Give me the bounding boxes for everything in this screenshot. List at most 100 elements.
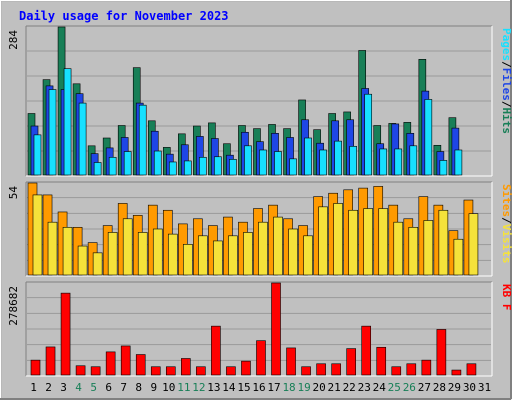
bar-kb-f-day-10: [165, 366, 176, 376]
y-max-tick-label: 278682: [7, 286, 20, 326]
bar-kb-f-day-4: [75, 365, 86, 376]
bar-kb-f-day-8: [135, 354, 146, 376]
bar-sites-day-20: [318, 206, 328, 276]
bar-pages-day-20: [319, 149, 327, 176]
bar-sites-day-25: [393, 221, 404, 276]
bar-sites-day-1: [32, 194, 43, 276]
bar-kb-f-day-22: [346, 348, 356, 376]
bar-pages-day-1: [33, 134, 42, 176]
bar-kb-f-day-7: [120, 345, 131, 376]
bar-sites-day-26: [408, 226, 419, 276]
day-label-20: 20: [313, 381, 326, 394]
bar-pages-day-2: [48, 89, 57, 176]
bar-kb-f-day-11: [181, 358, 191, 376]
bar-pages-day-8: [138, 104, 147, 176]
bar-sites-day-21: [333, 203, 343, 276]
series-label-sites: Sites: [500, 184, 512, 217]
bar-sites-day-12: [198, 235, 208, 276]
bar-kb-f-day-28: [436, 329, 447, 376]
bar-pages-day-10: [168, 161, 177, 176]
day-label-25: 25: [388, 381, 401, 394]
bar-pages-day-27: [424, 99, 433, 176]
day-label-26: 26: [403, 381, 416, 394]
bar-sites-day-6: [107, 232, 118, 276]
bar-kb-f-day-6: [105, 351, 116, 376]
bar-sites-day-2: [47, 221, 58, 276]
day-label-23: 23: [358, 381, 371, 394]
bar-pages-day-17: [274, 151, 282, 176]
series-label-visits: Visits: [500, 224, 512, 264]
bar-sites-day-23: [363, 208, 374, 276]
y-max-tick-label: 284: [7, 30, 20, 50]
bar-sites-day-9: [152, 228, 163, 276]
bar-kb-f-day-5: [90, 366, 101, 376]
day-label-29: 29: [448, 381, 461, 394]
bar-kb-f-day-25: [391, 366, 402, 376]
bar-sites-day-19: [303, 235, 313, 276]
day-axis: 1 2 3 4 5 6 7 8 9 10 11 12 13 14 15 16 17 18 19 20 21 22 23 24 2…: [30, 381, 491, 394]
bar-sites-day-8: [137, 232, 148, 276]
bar-pages-day-21: [334, 140, 342, 176]
day-label-30: 30: [463, 381, 476, 394]
bar-pages-day-23: [364, 93, 373, 176]
day-label-1: 1: [30, 381, 37, 394]
bar-sites-day-15: [243, 232, 253, 276]
bar-kb-f-day-23: [361, 325, 372, 376]
day-label-4: 4: [75, 381, 82, 394]
series-label-files: Files: [500, 68, 512, 101]
bar-pages-day-14: [229, 159, 237, 176]
bar-sites-day-14: [228, 235, 238, 276]
series-axis-label: Pages/Files/Hits: [500, 28, 512, 134]
bar-kb-f-day-1: [30, 359, 41, 376]
bar-pages-day-19: [304, 137, 312, 176]
bar-sites-day-4: [77, 245, 88, 276]
sites-visits-panel: 54 Sites/Visits: [7, 181, 512, 277]
bar-kb-f-day-29: [451, 369, 462, 376]
day-label-9: 9: [150, 381, 157, 394]
day-label-2: 2: [45, 381, 52, 394]
bar-kb-f-day-16: [256, 340, 266, 376]
series-label-slash: /: [500, 217, 512, 224]
bar-pages-day-3: [63, 68, 72, 176]
bar-kb-f-day-19: [301, 366, 311, 376]
bar-sites-day-11: [183, 244, 193, 276]
day-label-3: 3: [60, 381, 67, 394]
bar-pages-day-25: [394, 148, 403, 176]
series-label-slash: /: [500, 61, 512, 68]
day-label-22: 22: [343, 381, 356, 394]
kbf-panel: 278682 KB F: [7, 281, 512, 377]
day-label-11: 11: [177, 381, 190, 394]
bar-sites-day-24: [378, 208, 389, 276]
bar-pages-day-28: [439, 160, 448, 176]
bar-kb-f-day-3: [60, 292, 71, 376]
bar-kb-f-day-20: [316, 363, 326, 376]
bar-sites-day-16: [258, 221, 268, 276]
bar-sites-day-29: [453, 238, 464, 276]
bar-kb-f-day-27: [421, 359, 432, 376]
day-label-28: 28: [433, 381, 446, 394]
bar-sites-day-5: [92, 252, 103, 276]
bar-pages-day-16: [259, 149, 267, 176]
bar-sites-day-27: [423, 220, 434, 276]
bar-kb-f-day-9: [150, 366, 161, 376]
day-label-8: 8: [135, 381, 142, 394]
series-label-f: F: [500, 297, 512, 310]
series-axis-label: KB F: [500, 284, 512, 311]
bar-sites-day-22: [348, 209, 358, 276]
bar-kb-f-day-12: [196, 366, 206, 376]
bar-pages-day-15: [244, 145, 252, 176]
bar-sites-day-10: [167, 233, 178, 276]
y-max-tick-label: 54: [7, 186, 20, 200]
bar-sites-day-7: [122, 218, 133, 276]
bar-pages-day-4: [78, 102, 87, 176]
day-label-31: 31: [478, 381, 491, 394]
bar-kb-f-day-24: [376, 346, 387, 376]
bar-kb-f-day-14: [226, 366, 236, 376]
day-label-19: 19: [297, 381, 310, 394]
bar-pages-day-12: [199, 156, 207, 176]
chart-title: Daily usage for November 2023: [19, 9, 229, 23]
bar-kb-f-day-17: [271, 282, 281, 376]
bar-pages-day-5: [93, 162, 102, 176]
day-label-13: 13: [207, 381, 220, 394]
series-axis-label: Sites/Visits: [500, 184, 512, 264]
